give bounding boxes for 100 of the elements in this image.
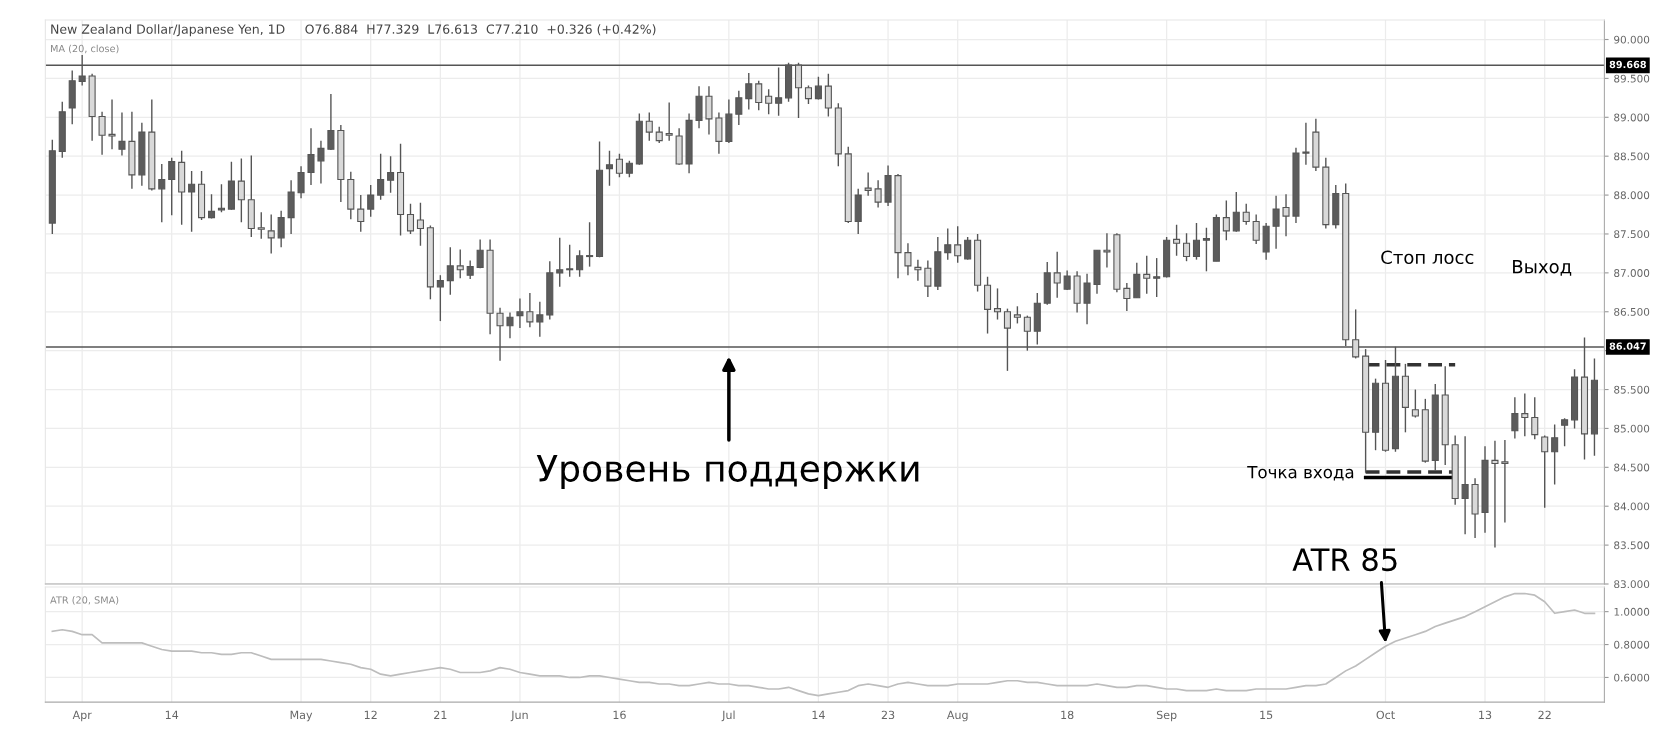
text: ATR (20, SMA) [50,596,119,605]
candlestick [1511,396,1519,440]
candlestick [1541,434,1549,509]
candlestick [466,259,474,280]
candlestick [665,101,673,142]
candlestick [516,297,524,329]
x-tick-label: 15 [1260,710,1273,720]
candlestick [536,300,544,338]
x-tick-label: Jun [510,710,528,722]
candlestick [436,274,444,322]
x-tick-label: 14 [812,710,825,719]
candlestick [377,153,385,201]
candlestick [416,202,424,247]
x-tick-label: 12 [364,710,377,719]
x-tick-label: 18 [1061,710,1074,720]
candlestick [954,225,962,264]
candlestick [1143,255,1151,295]
candlestick [1103,232,1111,269]
candlestick [1461,435,1469,535]
candlestick [1222,199,1230,241]
candlestick [705,85,713,136]
candlestick [1202,227,1210,272]
y-tick-label: 89.000 [1614,113,1650,122]
candlestick [944,227,952,261]
x-tick-label: 16 [613,710,626,720]
candlestick [993,287,1002,321]
candlestick [237,157,245,223]
candlestick [1501,439,1509,524]
candlestick [526,292,534,329]
candlestick [1192,222,1201,261]
x-tick-label: Sep [1156,710,1177,722]
x-tick-label: 23 [881,710,895,720]
candlestick [188,170,196,233]
candlestick [924,259,932,298]
candlestick [257,211,265,240]
x-tick-label: 21 [434,710,447,719]
candlestick [715,111,723,155]
candlestick [914,258,922,282]
chart-title: New Zealand Dollar/Japanese Yen, 1D [51,24,285,37]
candlestick [576,249,584,278]
x-tick-label: May [290,710,313,722]
ref-line-label: 86.047 [1609,342,1646,350]
y-tick-label: 88.000 [1614,191,1650,200]
candlestick [1123,282,1131,312]
candlestick [108,98,116,150]
candlestick [765,88,773,115]
candlestick [506,311,514,339]
candlestick [1133,262,1141,299]
candlestick [1173,223,1181,257]
x-tick-label: 14 [165,710,179,719]
x-tick-label: Oct [1376,710,1395,720]
candlestick [207,193,216,220]
candlestick [277,209,285,248]
candlestick [1272,195,1280,250]
candlestick [904,242,912,276]
candlestick [1063,269,1071,291]
y-tick-label: 86.500 [1614,307,1650,316]
candlestick [1242,202,1250,226]
y-tick-label: 90.000 [1614,35,1650,44]
y-tick-label: 84.000 [1614,502,1650,511]
line-series [51,592,1596,697]
candlestick [824,73,832,118]
candlestick [297,165,305,199]
candlestick [645,111,653,142]
candlestick [267,213,275,255]
y-tick-label: 85.500 [1614,385,1650,394]
candlestick [605,150,614,187]
x-tick-label: Aug [946,710,968,722]
candlestick [1521,392,1529,437]
candlestick [1302,122,1310,166]
candlestick [1153,257,1161,298]
candlestick [755,80,763,111]
annotation: Точка входа [1247,465,1354,481]
candlestick [864,171,872,197]
candlestick [735,90,743,126]
y-tick-label: 1.0000 [1614,607,1650,616]
candlestick [964,236,972,261]
x-tick-label: Apr [72,710,92,722]
y-tick-label: 89.500 [1614,74,1650,83]
ref-line-label: 89.668 [1609,60,1646,69]
y-tick-label: 0.6000 [1614,673,1650,682]
y-tick-label: 0.8000 [1614,640,1650,649]
candlestick [446,246,454,296]
candlestick [556,237,564,288]
candlestick [98,111,106,156]
candlestick [745,72,753,111]
y-tick-label: 83.500 [1614,541,1650,550]
y-tick-label: 83.000 [1614,580,1650,589]
candlestick [317,139,325,185]
y-tick-label: 85.000 [1614,424,1650,433]
chart-subtitle: O76.884 H77.329 L76.613 C77.210 +0.326 (+0.42%) [305,24,656,36]
candlestick [1252,213,1260,245]
candlestick [566,244,574,278]
candlestick [406,202,415,235]
y-tick-label: 88.500 [1614,152,1650,161]
candlestick [158,163,166,223]
candlestick [775,66,783,117]
candlestick [168,157,176,216]
candlestick [1282,193,1290,237]
candlestick [1531,396,1539,441]
